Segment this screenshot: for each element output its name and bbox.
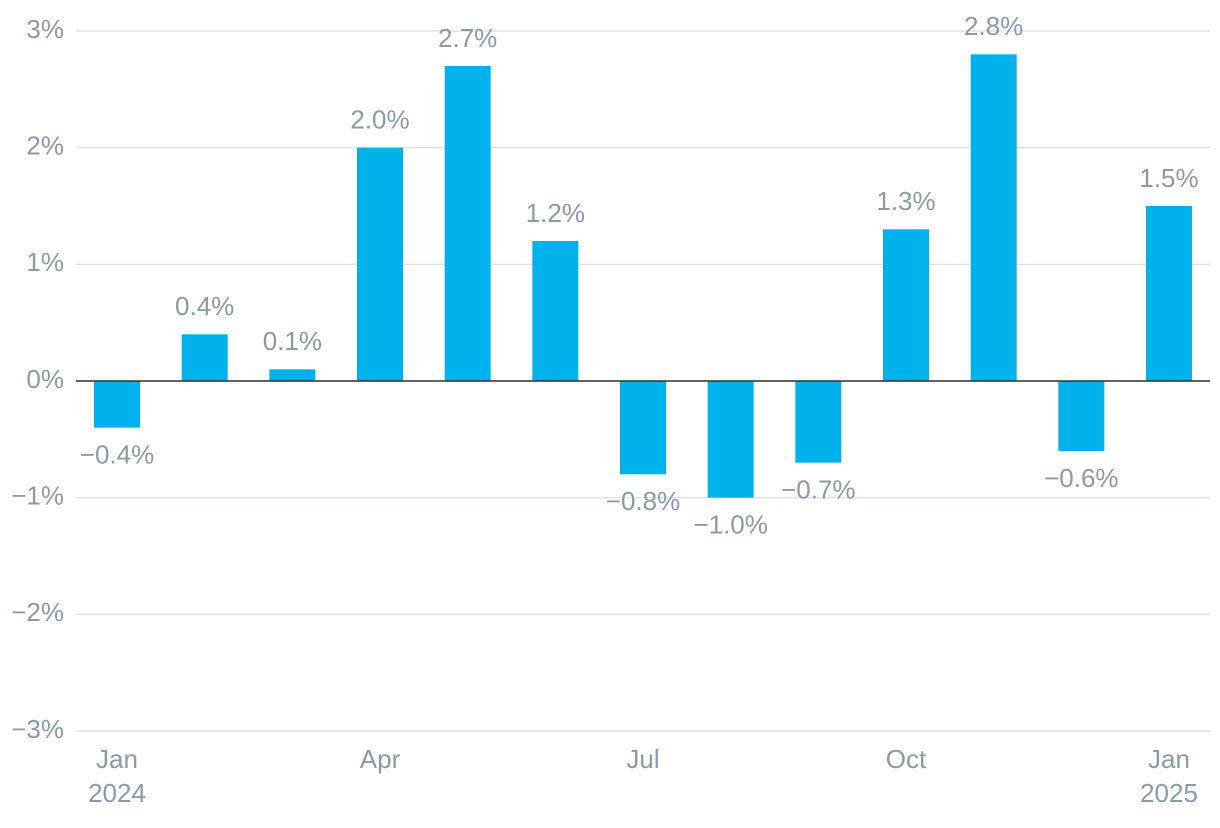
x-tick-label: Jan 2025 (1140, 744, 1198, 808)
data-label: −1.0% (693, 510, 767, 540)
bar (1146, 206, 1192, 381)
bar (444, 66, 491, 381)
x-tick-label: Oct (885, 744, 927, 774)
data-label: −0.7% (781, 475, 855, 505)
bar (707, 381, 754, 498)
bar (795, 381, 842, 463)
y-tick-label: 0% (26, 364, 64, 394)
data-label: 2.8% (964, 11, 1023, 41)
data-label: 2.7% (438, 23, 497, 53)
data-label: −0.8% (606, 486, 680, 516)
bar (269, 369, 316, 381)
y-tick-label: 1% (26, 247, 64, 277)
bar (970, 54, 1017, 381)
data-label: −0.4% (80, 440, 154, 470)
y-tick-label: −1% (11, 481, 64, 511)
bar (883, 229, 929, 381)
data-label: 2.0% (350, 105, 409, 135)
x-tick-label: Jul (626, 744, 660, 774)
y-tick-label: −2% (11, 597, 64, 627)
bar (620, 381, 666, 475)
y-tick-label: 3% (26, 14, 64, 44)
data-label: 0.4% (175, 291, 234, 321)
y-tick-label: 2% (26, 131, 64, 161)
data-label: 0.1% (263, 326, 322, 356)
bar (94, 381, 140, 428)
data-label: 1.2% (526, 198, 585, 228)
bar (357, 147, 403, 381)
x-tick-label: Jan 2024 (88, 744, 146, 808)
bar (181, 334, 228, 381)
data-label: 1.3% (876, 186, 935, 216)
x-tick-label: Apr (359, 744, 401, 774)
bar (532, 241, 579, 381)
data-label: −0.6% (1044, 463, 1118, 493)
y-tick-label: −3% (11, 714, 64, 744)
data-label: 1.5% (1139, 163, 1198, 193)
bar (1058, 381, 1105, 451)
